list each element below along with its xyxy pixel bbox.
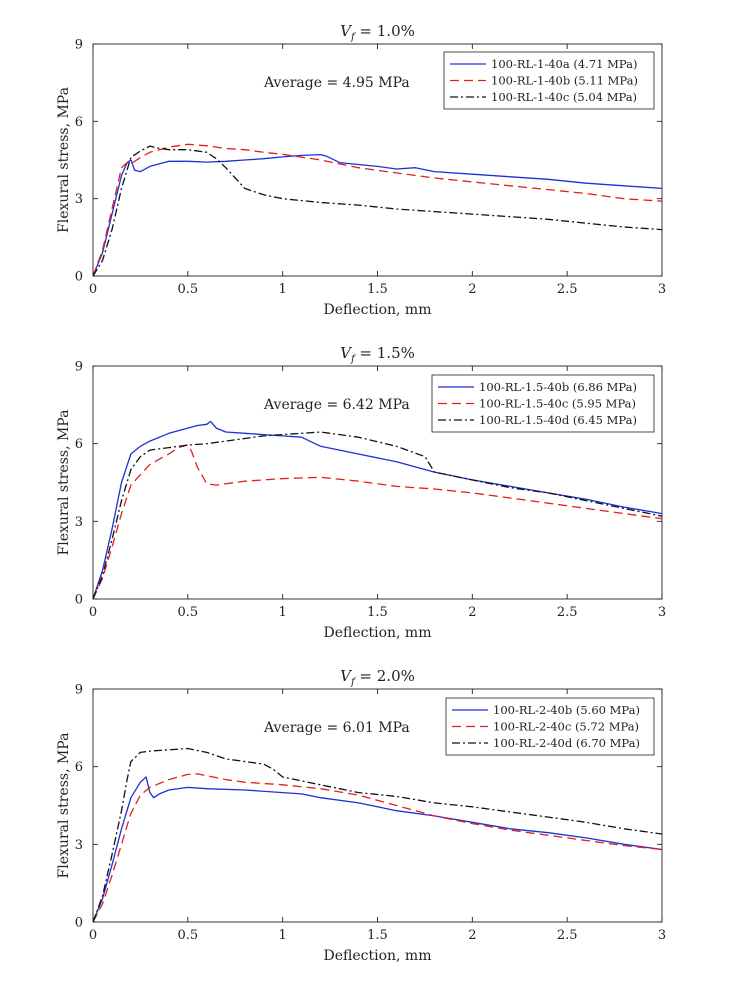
legend-entry-3: 100-RL-1-40c (5.04 MPa): [491, 90, 637, 104]
series-line-3: [92, 431, 663, 600]
chart-title: Vf = 2.0%: [340, 667, 415, 688]
y-tick-label: 6: [75, 437, 83, 452]
x-tick-label: 2: [468, 605, 476, 620]
title-variable: V: [340, 667, 353, 685]
x-tick-label: 1.5: [367, 605, 388, 620]
legend-entry-1: 100-RL-1-40a (4.71 MPa): [491, 57, 637, 71]
title-value: = 1.5%: [355, 344, 415, 362]
x-tick-label: 3: [658, 605, 666, 620]
chart-title: Vf = 1.0%: [340, 22, 415, 43]
series-line-2: [92, 444, 663, 600]
legend-entry-1: 100-RL-1.5-40b (6.86 MPa): [479, 380, 637, 394]
x-axis-label: Deflection, mm: [324, 625, 432, 641]
title-subscript: f: [350, 677, 357, 688]
x-tick-label: 0: [89, 928, 97, 943]
legend-entry-2: 100-RL-1-40b (5.11 MPa): [491, 74, 638, 88]
legend-entry-2: 100-RL-1.5-40c (5.95 MPa): [479, 397, 636, 411]
x-tick-label: 1: [279, 282, 287, 297]
legend: 100-RL-1.5-40b (6.86 MPa) 100-RL-1.5-40c …: [431, 374, 655, 433]
series-line-3: [92, 145, 663, 277]
title-value: = 1.0%: [355, 22, 415, 40]
x-tick-label: 1.5: [367, 928, 388, 943]
x-tick-label: 0.5: [177, 282, 198, 297]
x-tick-label: 2.5: [557, 605, 578, 620]
x-tick-label: 1: [279, 605, 287, 620]
series-line-2: [92, 143, 663, 277]
x-tick-label: 0.5: [177, 605, 198, 620]
series-line-1: [92, 153, 663, 277]
y-tick-label: 3: [75, 838, 83, 853]
y-tick-label: 3: [75, 192, 83, 207]
title-subscript: f: [350, 354, 357, 365]
title-variable: V: [340, 344, 353, 362]
y-tick-label: 0: [75, 270, 83, 285]
x-tick-label: 2.5: [557, 282, 578, 297]
average-annotation: Average = 6.01 MPa: [263, 720, 410, 736]
x-tick-label: 3: [658, 282, 666, 297]
x-tick-label: 1.5: [367, 282, 388, 297]
chart-panel-3: 0 0.5 1 1.5 2 2.5 3 0 3 6 9 Deflection, mm Flexural …: [56, 667, 666, 964]
y-tick-label: 9: [75, 360, 83, 375]
chart-panel-2: 0 0.5 1 1.5 2 2.5 3 0 3 6 9 Deflection, mm Flexural …: [56, 344, 666, 641]
average-annotation: Average = 6.42 MPa: [263, 397, 410, 413]
title-value: = 2.0%: [355, 667, 415, 685]
y-tick-label: 0: [75, 593, 83, 608]
average-annotation: Average = 4.95 MPa: [263, 75, 410, 91]
y-tick-label: 9: [75, 683, 83, 698]
legend-entry-3: 100-RL-2-40d (6.70 MPa): [493, 736, 640, 750]
series-line-1: [92, 776, 663, 923]
series-line-3: [92, 747, 663, 923]
x-tick-label: 2: [468, 928, 476, 943]
y-tick-label: 0: [75, 916, 83, 931]
y-tick-label: 9: [75, 38, 83, 53]
x-tick-label: 0: [89, 605, 97, 620]
chart-title: Vf = 1.5%: [340, 344, 415, 365]
x-tick-label: 2.5: [557, 928, 578, 943]
title-subscript: f: [350, 32, 357, 43]
y-axis-label: Flexural stress, MPa: [56, 733, 72, 879]
legend: 100-RL-2-40b (5.60 MPa) 100-RL-2-40c (5.7…: [445, 697, 655, 756]
legend-entry-3: 100-RL-1.5-40d (6.45 MPa): [479, 413, 637, 427]
y-tick-label: 6: [75, 760, 83, 775]
legend-entry-1: 100-RL-2-40b (5.60 MPa): [493, 703, 640, 717]
series-line-2: [92, 773, 663, 923]
x-tick-label: 3: [658, 928, 666, 943]
y-tick-label: 3: [75, 515, 83, 530]
x-tick-label: 1: [279, 928, 287, 943]
x-tick-label: 0: [89, 282, 97, 297]
title-variable: V: [340, 22, 353, 40]
y-axis-label: Flexural stress, MPa: [56, 410, 72, 556]
x-tick-label: 2: [468, 282, 476, 297]
y-tick-label: 6: [75, 115, 83, 130]
y-axis-label: Flexural stress, MPa: [56, 87, 72, 233]
x-tick-label: 0.5: [177, 928, 198, 943]
x-axis-label: Deflection, mm: [324, 302, 432, 318]
legend-entry-2: 100-RL-2-40c (5.72 MPa): [493, 720, 639, 734]
x-axis-label: Deflection, mm: [324, 948, 432, 964]
legend: 100-RL-1-40a (4.71 MPa) 100-RL-1-40b (5.1…: [443, 51, 655, 110]
chart-panel-1: 0 0.5 1 1.5 2 2.5 3 0 3 6 9 Deflection, mm Flexural …: [56, 22, 666, 318]
